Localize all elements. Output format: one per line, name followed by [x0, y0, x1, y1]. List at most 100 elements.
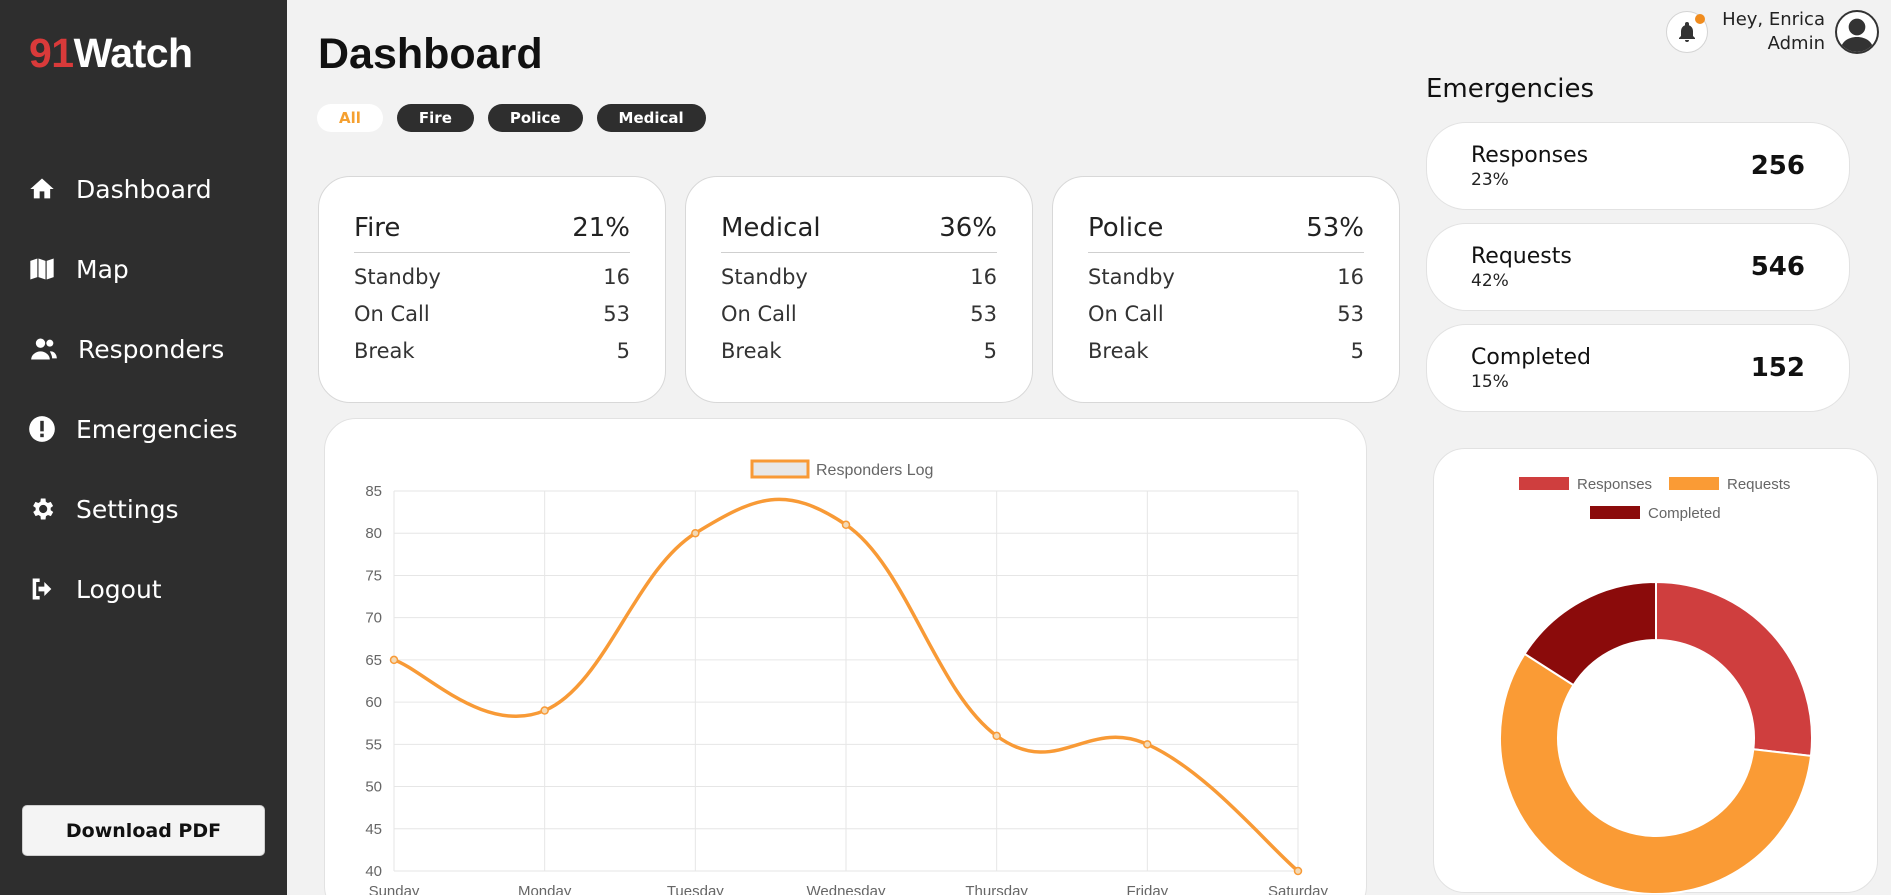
sidebar-item-logout[interactable]: Logout — [28, 569, 162, 609]
row-label: On Call — [1088, 302, 1164, 326]
stat-card-requests[interactable]: Requests 42% 546 — [1426, 223, 1850, 311]
gear-icon — [33, 498, 54, 520]
list-item: On Call 53 — [354, 296, 630, 333]
logout-icon — [32, 578, 52, 600]
data-point — [841, 520, 851, 530]
donut-slice — [1655, 580, 1813, 758]
line-chart-svg: 85 80 75 70 65 60 55 50 45 40 Sunday Monday Tuesday W… — [365, 459, 1329, 895]
stat-card-responses[interactable]: Responses 23% 256 — [1426, 122, 1850, 210]
user-icon — [1840, 18, 1874, 52]
page-title: Dashboard — [318, 30, 543, 78]
stat-label: Requests — [1471, 244, 1572, 269]
row-value: 53 — [970, 302, 997, 326]
x-tick-label: Thursday — [965, 883, 1028, 895]
stat-value: 256 — [1750, 151, 1805, 181]
bell-icon — [1679, 22, 1696, 42]
donut-slice — [1523, 580, 1657, 687]
alert-icon — [29, 416, 55, 442]
x-tick-label: Friday — [1126, 883, 1168, 895]
list-item: On Call 53 — [1088, 296, 1364, 333]
filter-all[interactable]: All — [317, 104, 383, 132]
category-card-fire: Fire 21% Standby 16 On Call 53 Break 5 — [318, 176, 666, 403]
category-name: Fire — [354, 213, 401, 243]
sidebar-item-emergencies[interactable]: Emergencies — [28, 409, 238, 449]
sidebar-item-label: Settings — [76, 494, 179, 524]
list-item: On Call 53 — [721, 296, 997, 333]
sidebar-item-map[interactable]: Map — [28, 249, 129, 289]
stat-percent: 15% — [1471, 372, 1509, 392]
responders-log-chart: 85 80 75 70 65 60 55 50 45 40 Sunday Monday Tuesday W… — [324, 418, 1367, 895]
legend-label: Responders Log — [816, 462, 933, 479]
x-tick-label: Saturday — [1268, 883, 1329, 895]
sidebar-item-settings[interactable]: Settings — [28, 489, 179, 529]
stat-value: 546 — [1750, 252, 1805, 282]
legend-swatch — [1669, 477, 1719, 490]
y-tick-label: 75 — [365, 567, 382, 584]
brand-logo[interactable]: 91Watch — [29, 30, 193, 77]
sidebar-item-label: Dashboard — [76, 174, 212, 204]
category-percent: 53% — [1306, 213, 1364, 243]
row-value: 5 — [616, 339, 630, 363]
list-item: Standby 16 — [721, 259, 997, 296]
x-tick-label: Wednesday — [807, 883, 886, 895]
row-value: 53 — [1337, 302, 1364, 326]
filter-fire[interactable]: Fire — [396, 104, 474, 132]
list-item: Break 5 — [1088, 333, 1364, 370]
y-tick-label: 60 — [365, 694, 382, 711]
notifications-button[interactable] — [1666, 11, 1709, 53]
notification-dot — [1695, 14, 1706, 24]
stat-label: Completed — [1471, 345, 1591, 370]
row-label: On Call — [354, 302, 430, 326]
sidebar-item-label: Map — [76, 254, 129, 284]
row-label: Standby — [721, 265, 808, 289]
row-label: On Call — [721, 302, 797, 326]
sidebar-item-label: Responders — [78, 334, 225, 364]
stat-label: Responses — [1471, 143, 1589, 168]
category-card-police: Police 53% Standby 16 On Call 53 Break 5 — [1052, 176, 1400, 403]
brand-prefix: 91 — [29, 30, 74, 76]
list-item: Break 5 — [354, 333, 630, 370]
data-point — [1293, 866, 1303, 876]
legend-label: Requests — [1727, 476, 1790, 493]
sidebar-item-dashboard[interactable]: Dashboard — [28, 169, 212, 209]
stat-card-completed[interactable]: Completed 15% 152 — [1426, 324, 1850, 412]
user-role: Admin — [1767, 33, 1825, 54]
filter-medical[interactable]: Medical — [596, 104, 706, 132]
filter-police[interactable]: Police — [487, 104, 583, 132]
sidebar-item-responders[interactable]: Responders — [28, 329, 224, 369]
data-point — [540, 706, 549, 715]
y-tick-label: 85 — [365, 483, 382, 500]
row-label: Standby — [1088, 265, 1175, 289]
row-label: Standby — [354, 265, 441, 289]
x-tick-label: Sunday — [369, 883, 420, 895]
category-percent: 21% — [572, 213, 630, 243]
sidebar: 91Watch Dashboard Map Responders Emergen… — [0, 0, 287, 895]
row-value: 16 — [1337, 265, 1364, 289]
row-value: 5 — [1350, 339, 1364, 363]
legend-swatch — [1519, 477, 1569, 490]
y-tick-label: 40 — [365, 863, 382, 880]
data-point — [691, 528, 700, 538]
donut-chart-svg: Responses Requests Completed — [1499, 476, 1813, 894]
donut-slice — [1499, 652, 1813, 894]
users-icon — [31, 338, 57, 360]
y-tick-label: 70 — [365, 610, 382, 627]
row-label: Break — [721, 339, 782, 363]
user-greeting: Hey, Enrica Admin — [1722, 8, 1825, 56]
stat-value: 152 — [1750, 353, 1805, 383]
home-icon — [30, 178, 54, 199]
row-value: 5 — [983, 339, 997, 363]
avatar[interactable] — [1835, 10, 1879, 54]
emergencies-donut-chart: Responses Requests Completed — [1433, 448, 1878, 894]
row-label: Break — [354, 339, 415, 363]
y-tick-label: 50 — [365, 779, 382, 796]
user-area: Hey, Enrica Admin — [1666, 8, 1879, 56]
category-name: Police — [1088, 213, 1164, 243]
legend-label: Responses — [1577, 476, 1652, 493]
download-pdf-button[interactable]: Download PDF — [22, 805, 265, 856]
row-label: Break — [1088, 339, 1149, 363]
category-name: Medical — [721, 213, 821, 243]
sidebar-item-label: Logout — [76, 574, 162, 604]
y-tick-label: 45 — [365, 821, 382, 838]
y-tick-label: 80 — [365, 525, 382, 542]
